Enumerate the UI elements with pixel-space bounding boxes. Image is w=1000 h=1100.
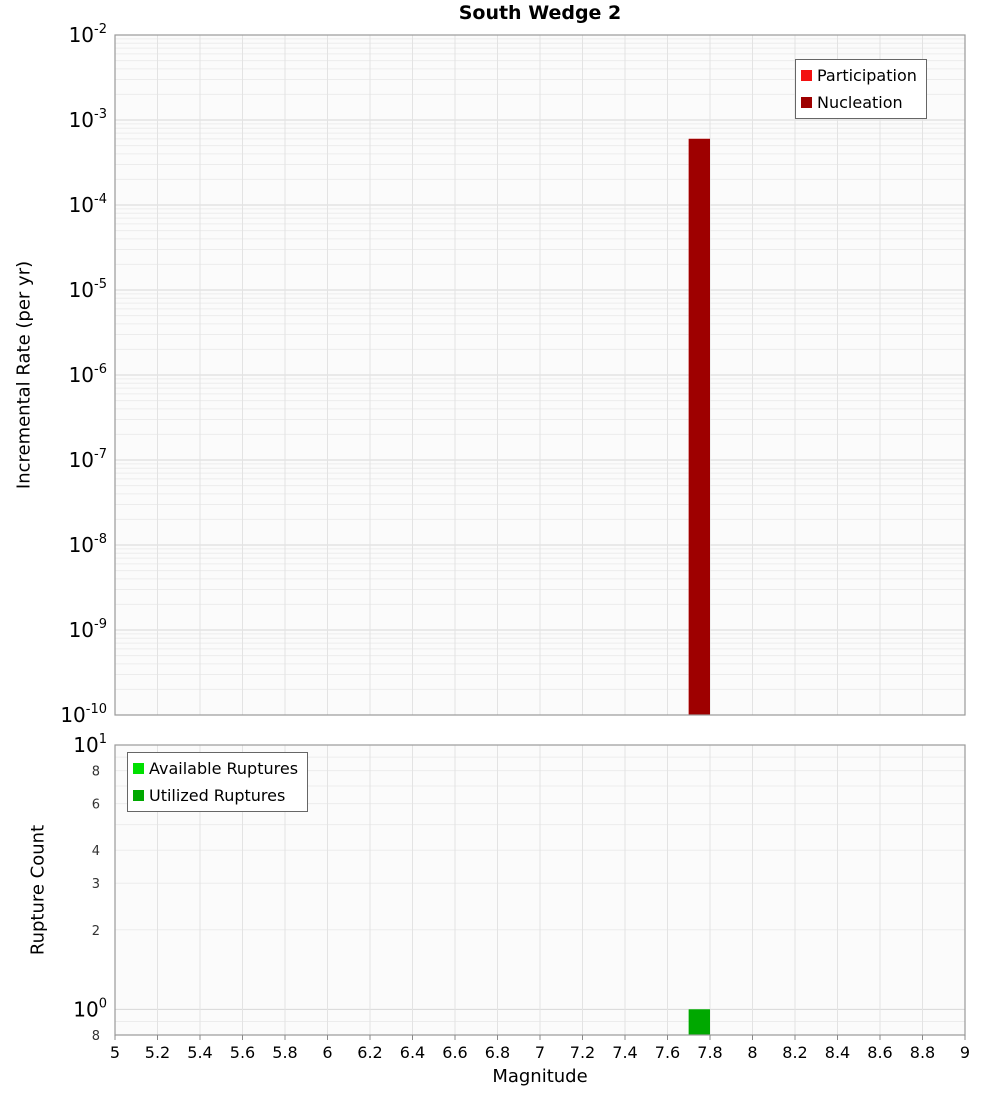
svg-text:10-2: 10-2 [69, 22, 107, 47]
svg-text:10-5: 10-5 [69, 277, 107, 302]
svg-text:10-10: 10-10 [60, 702, 107, 727]
svg-text:7.4: 7.4 [612, 1043, 637, 1062]
svg-text:6: 6 [322, 1043, 332, 1062]
svg-text:8.6: 8.6 [867, 1043, 892, 1062]
available-ruptures-swatch-icon [133, 763, 144, 774]
svg-text:9: 9 [960, 1043, 970, 1062]
legend-item-available-ruptures: Available Ruptures [133, 755, 298, 782]
svg-text:7: 7 [535, 1043, 545, 1062]
legend-ruptures: Available Ruptures Utilized Ruptures [127, 752, 309, 812]
svg-text:10-8: 10-8 [69, 532, 107, 557]
svg-text:10-4: 10-4 [69, 192, 107, 217]
svg-text:8.2: 8.2 [782, 1043, 807, 1062]
svg-text:7.6: 7.6 [655, 1043, 680, 1062]
svg-text:6.2: 6.2 [357, 1043, 382, 1062]
svg-text:7.2: 7.2 [570, 1043, 595, 1062]
utilized-ruptures-swatch-icon [133, 790, 144, 801]
svg-text:10-7: 10-7 [69, 447, 107, 472]
svg-text:5.8: 5.8 [272, 1043, 297, 1062]
svg-text:6.8: 6.8 [485, 1043, 510, 1062]
svg-text:8: 8 [92, 765, 100, 780]
svg-text:4: 4 [92, 844, 100, 859]
chart-title: South Wedge 2 [458, 2, 622, 24]
svg-text:8.4: 8.4 [825, 1043, 850, 1062]
svg-text:10-3: 10-3 [69, 107, 107, 132]
legend-label-available-ruptures: Available Ruptures [149, 759, 299, 778]
svg-text:6: 6 [92, 798, 100, 813]
svg-text:5.2: 5.2 [145, 1043, 170, 1062]
svg-text:5.6: 5.6 [230, 1043, 255, 1062]
svg-text:5: 5 [110, 1043, 120, 1062]
legend-item-utilized-ruptures: Utilized Ruptures [133, 782, 298, 809]
svg-text:3: 3 [92, 877, 100, 892]
svg-text:7.8: 7.8 [697, 1043, 722, 1062]
legend-label-nucleation: Nucleation [817, 93, 903, 112]
legend-label-participation: Participation [817, 66, 917, 85]
svg-text:8: 8 [747, 1043, 757, 1062]
legend-rate: Participation Nucleation [795, 59, 927, 119]
svg-text:6.6: 6.6 [442, 1043, 467, 1062]
svg-text:100: 100 [73, 996, 107, 1021]
x-axis-label: Magnitude [492, 1066, 588, 1087]
svg-text:6.4: 6.4 [400, 1043, 425, 1062]
nucleation-swatch-icon [801, 97, 812, 108]
svg-text:2: 2 [92, 924, 100, 939]
svg-text:8.8: 8.8 [910, 1043, 935, 1062]
participation-swatch-icon [801, 70, 812, 81]
svg-text:10-9: 10-9 [69, 617, 107, 642]
legend-item-nucleation: Nucleation [801, 89, 917, 116]
svg-text:8: 8 [92, 1029, 100, 1044]
svg-text:10-6: 10-6 [69, 362, 107, 387]
svg-text:101: 101 [73, 732, 107, 757]
legend-label-utilized-ruptures: Utilized Ruptures [149, 786, 286, 805]
svg-text:5.4: 5.4 [187, 1043, 212, 1062]
legend-item-participation: Participation [801, 62, 917, 89]
